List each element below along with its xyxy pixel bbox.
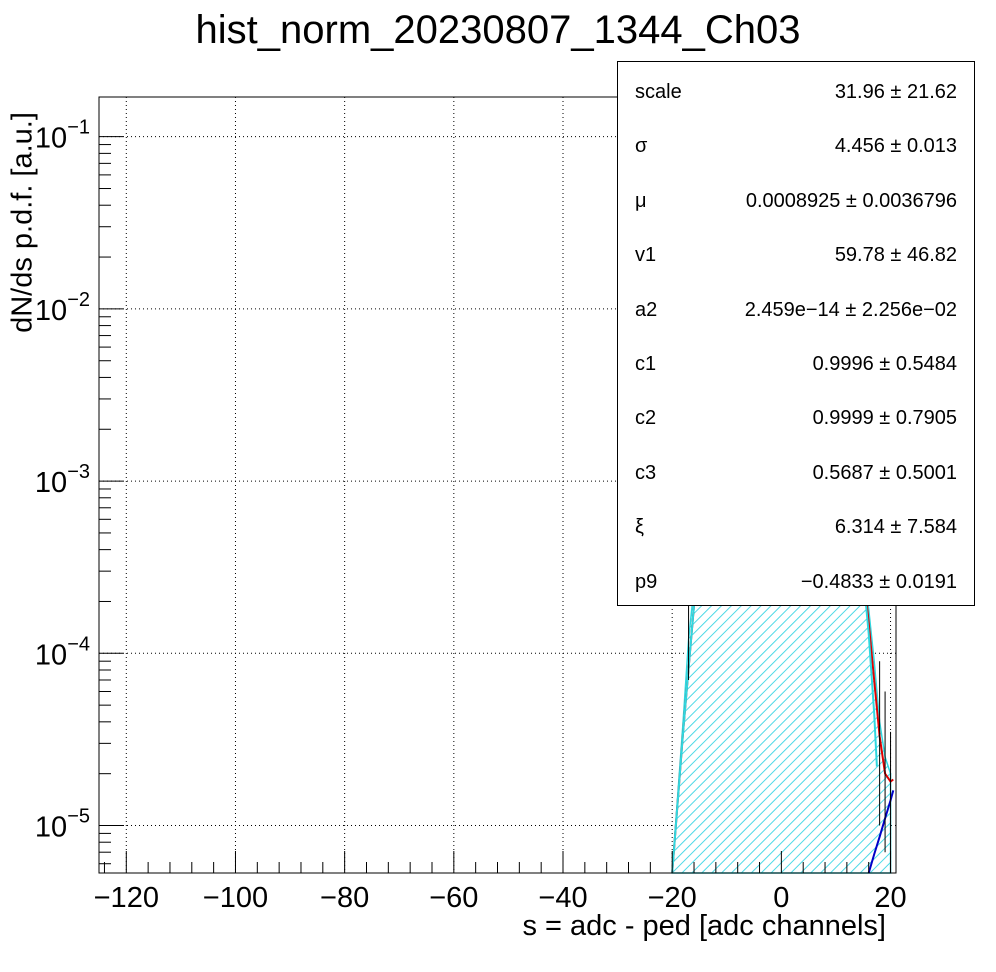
x-tick-label: −20: [648, 882, 697, 914]
x-tick-label: 20: [874, 882, 906, 914]
tick-layer: [99, 136, 892, 873]
error-bar-layer: [688, 532, 892, 873]
y-axis-label: dN/ds p.d.f. [a.u.]: [6, 112, 39, 333]
stat-name: p9: [635, 570, 658, 593]
stat-value: 4.456 ± 0.013: [834, 135, 957, 158]
tick-label-layer: −120 −100 −80 −60 −40 −20 0 20 10−5 10−4 10−3 10−2 1…: [35, 117, 907, 914]
fit-statistics-box: scale 31.96 ± 21.62 σ 4.456 ± 0.013 μ 0.00089…: [617, 61, 975, 606]
x-tick-label: −60: [429, 882, 478, 914]
stat-name: scale: [635, 81, 682, 103]
stat-value: 0.9996 ± 0.5484: [812, 353, 957, 375]
stat-row: μ 0.0008925 ± 0.0036796: [618, 190, 974, 220]
stat-row: scale 31.96 ± 21.62: [618, 81, 974, 111]
x-tick-label: −80: [320, 882, 369, 914]
x-tick-label: −100: [203, 882, 268, 914]
stat-name: v1: [635, 244, 657, 267]
stat-value: 0.5687 ± 0.5001: [812, 461, 957, 484]
chart-title: hist_norm_20230807_1344_Ch03: [195, 8, 801, 52]
x-tick-label: 0: [773, 882, 789, 914]
x-tick-label: −40: [538, 882, 587, 914]
stat-name: μ: [635, 189, 647, 212]
stat-row: c3 0.5687 ± 0.5001: [618, 462, 974, 492]
stat-value: 59.78 ± 46.82: [834, 244, 957, 267]
stat-name: σ: [635, 135, 648, 158]
y-tick-label: 10−3: [35, 461, 90, 499]
stat-row: c1 0.9996 ± 0.5484: [618, 353, 974, 383]
y-tick-label: 10−4: [35, 633, 90, 671]
stat-row: v1 59.78 ± 46.82: [618, 244, 974, 274]
stat-row: c2 0.9999 ± 0.7905: [618, 407, 974, 437]
y-tick-label: 10−2: [35, 289, 90, 327]
stat-name: c1: [635, 353, 657, 375]
stat-name: a2: [635, 298, 658, 321]
y-tick-label: 10−5: [35, 806, 90, 844]
stat-value: 0.0008925 ± 0.0036796: [745, 189, 957, 212]
stat-row: σ 4.456 ± 0.013: [618, 135, 974, 165]
stat-name: c2: [635, 407, 657, 430]
stat-row: p9 −0.4833 ± 0.0191: [618, 571, 974, 601]
x-axis-label: s = adc - ped [adc channels]: [522, 910, 886, 942]
x-tick-label: −120: [94, 882, 159, 914]
stat-value: 6.314 ± 7.584: [834, 516, 957, 539]
stat-row: ξ 6.314 ± 7.584: [618, 516, 974, 546]
stat-name: ξ: [635, 516, 644, 539]
stat-row: a2 2.459e−14 ± 2.256e−02: [618, 299, 974, 329]
stat-value: 0.9999 ± 0.7905: [812, 407, 957, 430]
stat-name: c3: [635, 461, 657, 484]
y-tick-label: 10−1: [35, 117, 90, 155]
stat-value: −0.4833 ± 0.0191: [800, 570, 957, 593]
stat-value: 2.459e−14 ± 2.256e−02: [744, 298, 957, 321]
stat-value: 31.96 ± 21.62: [834, 81, 957, 103]
